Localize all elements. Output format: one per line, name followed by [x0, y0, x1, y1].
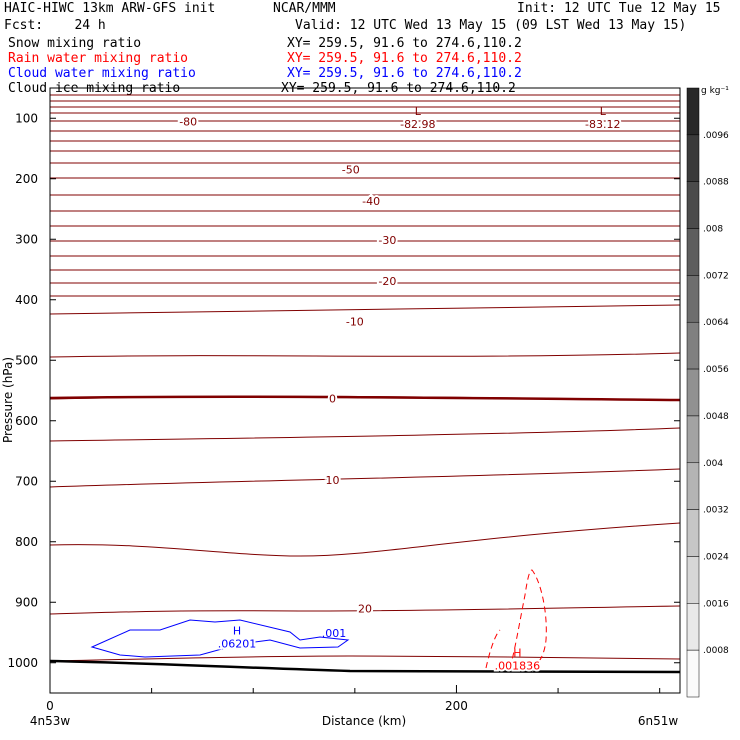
cloud-contour-label: .001	[322, 627, 347, 640]
y-tick-label: 600	[15, 414, 38, 428]
colorbar-tick-label: .0024	[703, 552, 729, 562]
extremum-value: -83.12	[585, 118, 620, 131]
colorbar-segment	[686, 321, 700, 370]
extremum-value: -82.98	[400, 118, 435, 131]
colorbar-tick-label: .004	[703, 459, 723, 469]
y-axis-label: Pressure (hPa)	[1, 357, 15, 443]
colorbar: .0096 .0088 .008 .0072 .0064 .0056 .0048 .004 .0…	[686, 87, 729, 698]
isotherm-line	[49, 522, 681, 557]
isotherm-value-label: -50	[342, 164, 360, 177]
y-tick-label: 1000	[7, 656, 38, 670]
field-xy-cloud-water: XY= 259.5, 91.6 to 274.6,110.2	[287, 66, 522, 81]
field-label-rain: Rain water mixing ratio	[8, 51, 189, 66]
colorbar-tick-label: .0096	[703, 131, 729, 141]
colorbar-tick-label: .0056	[703, 365, 729, 375]
isotherm-value-label: -80	[179, 115, 197, 128]
x-axis-label: Distance (km)	[322, 714, 406, 728]
isotherm-value-label: 20	[358, 602, 372, 615]
y-tick-label: 900	[15, 595, 38, 609]
cloud-water-contour	[90, 619, 350, 658]
forecast-hour: Fcst: 24 h	[4, 18, 106, 33]
colorbar-segment	[686, 415, 700, 464]
colorbar-tick-label: .0064	[703, 318, 729, 328]
field-label-snow: Snow mixing ratio	[8, 36, 142, 51]
isotherm-value-label: -20	[378, 275, 396, 288]
colorbar-segment	[686, 603, 700, 651]
isotherm-line	[49, 655, 681, 662]
y-tick-label: 700	[15, 474, 38, 488]
colorbar-segment	[686, 134, 700, 182]
colorbar-segment	[686, 368, 700, 417]
init-time: Init: 12 UTC Tue 12 May 15	[517, 1, 721, 16]
colorbar-unit: g kg⁻¹	[701, 86, 729, 96]
colorbar-segment	[686, 462, 700, 510]
field-xy-rain: XY= 259.5, 91.6 to 274.6,110.2	[287, 51, 522, 66]
colorbar-segment	[686, 87, 700, 136]
colorbar-tick-label: .0048	[703, 412, 729, 422]
plot-border	[49, 87, 681, 694]
isotherm-value-label: 0	[329, 392, 336, 405]
ground-surface-line	[49, 659, 681, 674]
model-title: HAIC-HIWC 13km ARW-GFS init	[4, 1, 216, 16]
y-tick-label: 800	[15, 535, 38, 549]
y-tick-label: 500	[15, 353, 38, 367]
x-right-endpoint: 6n51w	[638, 714, 679, 728]
x-left-endpoint: 4n53w	[30, 714, 71, 728]
extremum-symbol: H	[233, 624, 241, 637]
colorbar-tick-label: .008	[703, 225, 723, 235]
contour-labels: -80-50-40-30-20-1001020L-82.98L-83.12H.0…	[177, 105, 622, 674]
isotherm-layer	[49, 94, 681, 674]
colorbar-tick-label: .0032	[703, 506, 729, 516]
isotherm-line	[49, 468, 681, 488]
colorbar-segment	[686, 228, 700, 276]
colorbar-segment	[686, 649, 700, 698]
colorbar-tick-label: .0072	[703, 271, 729, 281]
x-tick-label: 0	[46, 699, 54, 713]
extremum-symbol: L	[600, 105, 607, 118]
rain-water-contour	[509, 569, 547, 669]
freezing-level-line	[49, 395, 681, 402]
agency-label: NCAR/MMM	[273, 1, 336, 16]
isotherm-value-label: -10	[346, 316, 364, 329]
colorbar-segment	[686, 181, 700, 229]
isotherm-value-label: -40	[362, 195, 380, 208]
y-tick-label: 300	[15, 232, 38, 246]
cloud-contour-layer	[90, 569, 547, 669]
colorbar-tick-label: .0008	[703, 646, 729, 656]
y-tick-label: 100	[15, 111, 38, 125]
y-tick-label: 400	[15, 293, 38, 307]
isotherm-line	[49, 427, 681, 442]
colorbar-tick-label: .0088	[703, 178, 729, 188]
colorbar-segment	[686, 556, 700, 604]
colorbar-segment	[686, 509, 700, 557]
field-xy-snow: XY= 259.5, 91.6 to 274.6,110.2	[287, 36, 522, 51]
y-tick-label: 200	[15, 172, 38, 186]
isotherm-value-label: -30	[378, 234, 396, 247]
extremum-symbol: H	[513, 647, 521, 660]
isotherm-line	[49, 304, 681, 315]
extremum-value: .001836	[495, 660, 541, 673]
valid-time: Valid: 12 UTC Wed 13 May 15 (09 LST Wed …	[295, 18, 687, 33]
field-label-cloud-water: Cloud water mixing ratio	[8, 66, 196, 81]
rain-water-contour	[485, 629, 501, 669]
x-tick-label: 200	[445, 699, 468, 713]
isotherm-value-label: 10	[325, 474, 339, 487]
isotherm-line	[49, 605, 681, 615]
colorbar-tick-label: .0016	[703, 599, 729, 609]
colorbar-segment	[686, 275, 700, 323]
plot-frame	[49, 87, 681, 694]
extremum-value: .06201	[218, 637, 257, 650]
extremum-symbol: L	[415, 105, 422, 118]
isotherm-line	[49, 352, 681, 358]
